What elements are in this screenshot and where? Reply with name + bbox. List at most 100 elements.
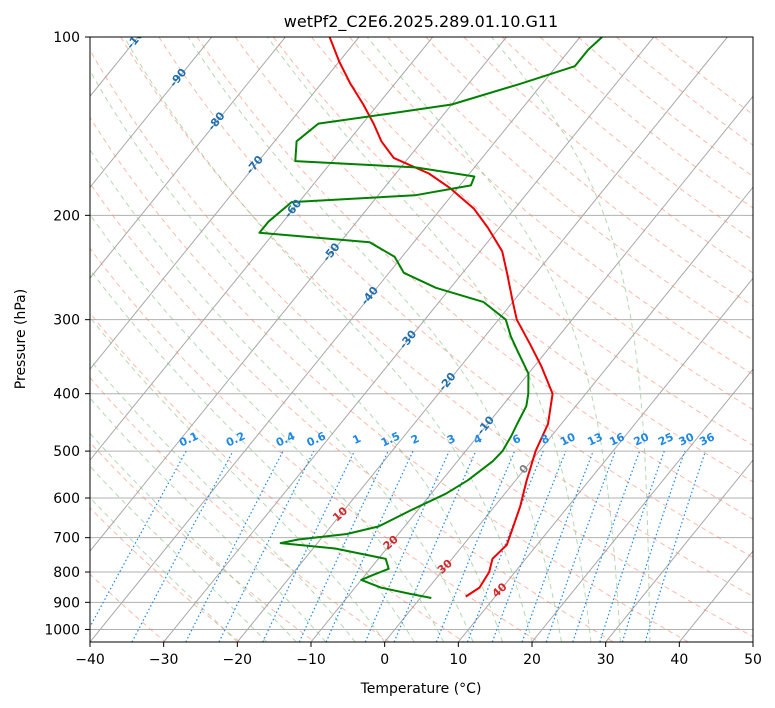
- mixing-ratio-label: 13: [585, 430, 604, 448]
- dry-adiabat: [90, 507, 241, 642]
- chart-title: wetPf2_C2E6.2025.289.01.10.G11: [284, 12, 558, 32]
- isotherm-line: [90, 37, 507, 552]
- mixing-ratio-line: [545, 450, 616, 642]
- dry-adiabats: [90, 37, 753, 642]
- x-tick-label: 10: [449, 652, 467, 668]
- moist-adiabat: [90, 69, 503, 642]
- isotherm-line: [90, 37, 286, 280]
- mixing-ratio-line: [621, 450, 686, 642]
- dry-adiabat: [158, 37, 753, 559]
- dry-adiabat: [539, 37, 753, 209]
- mixing-ratio-label: 16: [607, 430, 627, 448]
- dry-adiabat: [90, 49, 753, 638]
- y-tick-label: 400: [53, 387, 80, 403]
- mixing-ratio-label: 10: [558, 430, 578, 448]
- dry-adiabat: [272, 37, 753, 446]
- dry-adiabat: [90, 441, 315, 642]
- isotherm-line: [236, 37, 728, 642]
- mixing-ratio-line: [218, 450, 315, 642]
- y-tick-label: 700: [53, 531, 80, 547]
- mixing-ratio-line: [466, 450, 544, 642]
- mixing-ratio-lines: [90, 450, 707, 642]
- mixing-ratio-line: [572, 450, 641, 642]
- y-tick-label: 1000: [44, 622, 80, 638]
- mixing-ratio-line: [90, 450, 187, 629]
- plot-frame: [89, 36, 754, 643]
- plot-area: -100-90-80-70-60-50-40-30-20-10010203040…: [90, 37, 753, 642]
- dry-adiabat: [234, 37, 753, 483]
- dry-adiabat: [311, 37, 753, 411]
- x-axis: −40 −30 −20 −10 0 10 20 30 40 50: [75, 642, 762, 668]
- moist-adiabat: [90, 148, 474, 642]
- moist-adiabat: [366, 37, 621, 642]
- x-tick-label: 20: [523, 652, 541, 668]
- x-tick-label: 0: [380, 652, 389, 668]
- dry-adiabat: [90, 376, 390, 642]
- mixing-ratio-line: [131, 450, 234, 642]
- isotherm-line: [531, 368, 753, 642]
- mixing-ratio-line: [521, 450, 594, 642]
- moist-adiabat: [90, 213, 445, 642]
- moist-adiabat: [491, 37, 651, 642]
- dry-adiabat: [120, 37, 753, 598]
- dry-adiabat: [90, 312, 465, 642]
- sounding-profiles: [258, 37, 603, 599]
- isotherm-line: [384, 186, 753, 642]
- moist-adiabat: [187, 37, 562, 642]
- dewpoint-profile-line: [258, 37, 603, 599]
- y-tick-label: 800: [53, 565, 80, 581]
- mixing-ratio-label: 30: [677, 430, 697, 448]
- mixing-ratio-line: [491, 450, 567, 642]
- moist-adiabat: [90, 358, 356, 642]
- x-tick-label: 30: [597, 652, 615, 668]
- y-tick-label: 300: [53, 313, 80, 329]
- moist-adiabat: [90, 268, 415, 642]
- mixing-ratio-label: 36: [697, 430, 717, 448]
- mixing-ratio-line: [185, 450, 284, 642]
- dry-adiabat: [90, 116, 689, 642]
- isotherm-line: [90, 37, 581, 642]
- isotherm-line: [90, 37, 360, 370]
- y-tick-label: 100: [53, 30, 80, 46]
- mixing-ratio-line: [599, 450, 665, 642]
- isotherm-line: [310, 95, 753, 642]
- isotherm-line: [90, 37, 434, 461]
- x-axis-title: Temperature (°C): [360, 681, 482, 697]
- moist-adiabat: [90, 465, 268, 642]
- mixing-ratio-label: 20: [632, 430, 652, 448]
- mixing-ratio-line: [435, 450, 516, 642]
- dry-adiabat: [196, 37, 753, 520]
- y-tick-label: 500: [53, 444, 80, 460]
- mixing-ratio-label: 25: [656, 430, 675, 448]
- y-tick-label: 900: [53, 595, 80, 611]
- moist-adiabat: [123, 37, 533, 642]
- moist-adiabats: [90, 37, 651, 642]
- temperature-profile-line: [328, 37, 554, 598]
- y-tick-label: 200: [53, 208, 80, 224]
- mixing-ratio-line: [393, 450, 477, 642]
- y-tick-label: 600: [53, 491, 80, 507]
- x-tick-label: −30: [149, 652, 179, 668]
- dry-adiabat: [90, 182, 614, 642]
- y-axis-title: Pressure (hPa): [13, 289, 29, 389]
- isotherm-line: [90, 37, 213, 189]
- isotherm-line: [457, 277, 753, 642]
- isotherm-lines: [90, 37, 753, 642]
- x-tick-label: 50: [744, 652, 762, 668]
- mixing-ratio-line: [644, 450, 707, 642]
- moist-adiabat: [266, 37, 592, 642]
- y-axis: 100 200 300 400 500 600 700 800 900 1000: [44, 30, 90, 638]
- moist-adiabat: [90, 397, 327, 642]
- x-tick-label: −10: [296, 652, 326, 668]
- dry-adiabat: [425, 37, 753, 307]
- dry-adiabat: [90, 247, 540, 642]
- dry-adiabat: [463, 37, 753, 274]
- pressure-gridlines: [90, 37, 753, 630]
- x-tick-label: −40: [75, 652, 105, 668]
- mixing-ratio-line: [364, 450, 450, 642]
- isotherm-line: [605, 459, 753, 642]
- moist-adiabat: [90, 316, 386, 642]
- x-tick-label: −20: [223, 652, 253, 668]
- moist-adiabat: [90, 432, 297, 642]
